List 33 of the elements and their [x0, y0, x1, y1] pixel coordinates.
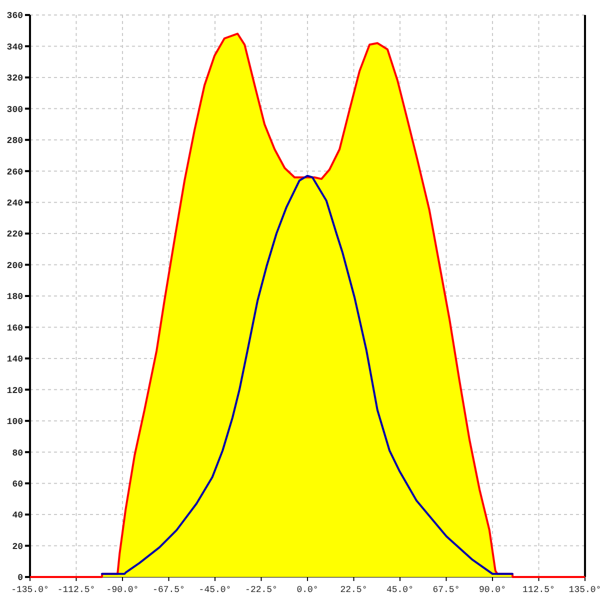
x-tick-label: 90.0° [478, 585, 506, 595]
x-tick-label: 22.5° [340, 585, 368, 595]
x-tick-label: -22.5° [245, 585, 278, 595]
x-tick-label: -67.5° [152, 585, 185, 595]
y-tick-label: 240 [6, 198, 23, 208]
x-tick-label: -45.0° [198, 585, 232, 595]
y-tick-label: 360 [6, 11, 23, 22]
y-tick-label: 40 [12, 510, 23, 521]
y-tick-label: 280 [6, 136, 23, 146]
y-tick-label: 20 [12, 542, 23, 552]
x-tick-label: 112.5° [522, 585, 555, 595]
y-tick-label: 140 [6, 354, 23, 365]
y-tick-label: 160 [6, 323, 23, 334]
y-tick-label: 340 [6, 42, 23, 52]
y-tick-label: 120 [6, 386, 23, 396]
y-tick-label: 100 [6, 417, 23, 428]
y-tick-label: 260 [6, 167, 23, 178]
y-tick-label: 300 [6, 104, 23, 115]
x-tick-label: 135.0° [568, 585, 600, 595]
x-tick-label: -90.0° [106, 585, 139, 595]
y-tick-label: 80 [12, 448, 23, 458]
y-tick-label: 0 [18, 573, 23, 584]
y-tick-label: 200 [6, 260, 23, 271]
x-tick-label: -135.0° [11, 585, 49, 595]
y-tick-label: 60 [12, 479, 23, 490]
y-tick-label: 220 [6, 230, 23, 240]
y-tick-label: 320 [6, 74, 23, 84]
x-tick-label: -112.5° [57, 585, 96, 595]
x-tick-label: 67.5° [432, 585, 460, 595]
y-tick-label: 180 [6, 292, 23, 302]
line-series [100, 174, 514, 575]
x-tick-label: 45.0° [386, 585, 414, 595]
x-tick-label: 0.0° [296, 585, 318, 595]
